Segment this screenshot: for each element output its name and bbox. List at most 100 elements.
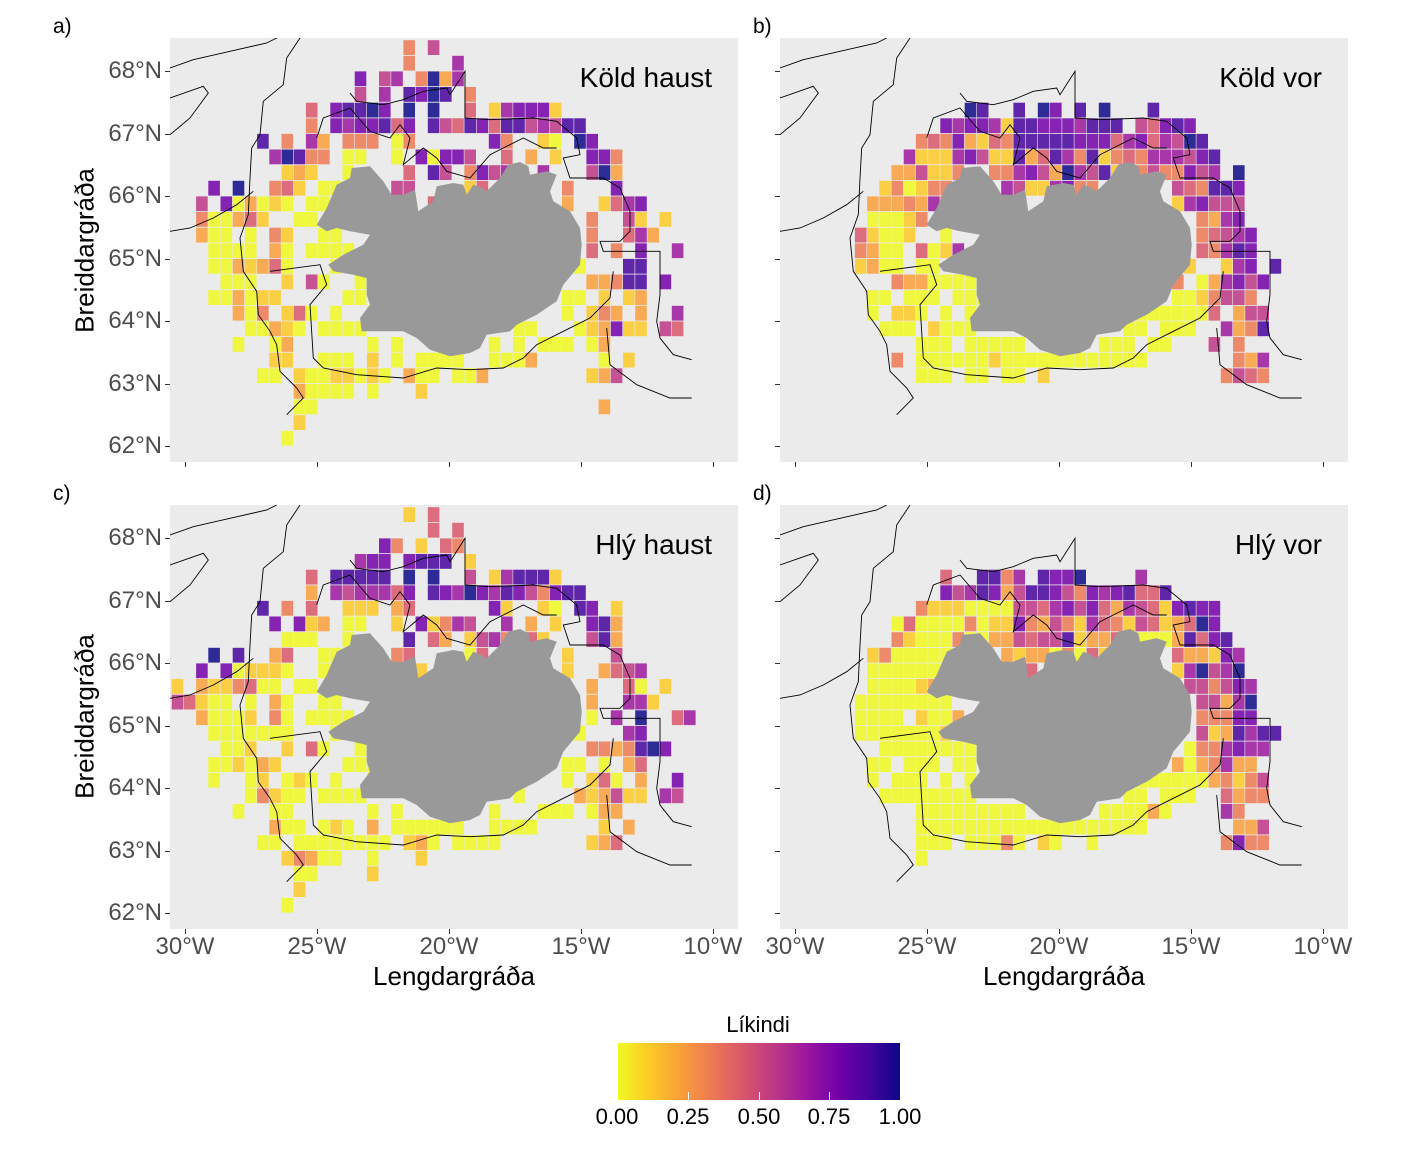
- heat-cell: [1123, 616, 1135, 632]
- heat-cell: [964, 352, 977, 368]
- heat-cell: [891, 616, 904, 632]
- heat-cell: [915, 819, 928, 835]
- heat-cell: [891, 258, 904, 274]
- heat-cell: [598, 632, 611, 647]
- heat-cell: [1184, 118, 1196, 134]
- heat-cell: [1233, 710, 1245, 726]
- heat-cell: [1001, 352, 1013, 368]
- heat-cell: [1233, 352, 1245, 368]
- heat-cell: [440, 585, 452, 601]
- heat-cell: [1098, 352, 1111, 368]
- heat-cell: [1037, 102, 1050, 118]
- heat-cell: [476, 165, 489, 180]
- heat-cell: [1159, 600, 1172, 616]
- heat-cell: [635, 196, 647, 212]
- heat-cell: [940, 694, 952, 710]
- heat-cell: [232, 725, 245, 741]
- heat-cell: [269, 149, 281, 165]
- heat-cell: [1220, 804, 1233, 819]
- heat-cell: [427, 368, 440, 384]
- heat-cell: [244, 694, 257, 710]
- heat-cell: [1123, 337, 1135, 352]
- heat-cell: [305, 710, 318, 726]
- heat-cell: [1135, 149, 1147, 165]
- heat-cell: [635, 788, 647, 804]
- heat-cell: [342, 585, 355, 601]
- depth-contour: [269, 731, 614, 846]
- heat-cell: [586, 227, 598, 243]
- heat-cell: [940, 305, 952, 321]
- heat-cell: [1074, 149, 1086, 165]
- y-tick-label: 66°N: [108, 182, 162, 209]
- heat-cell: [1111, 804, 1123, 819]
- heat-cell: [1013, 165, 1025, 180]
- heat-cell: [208, 290, 220, 305]
- heat-cell: [1184, 616, 1196, 632]
- heat-cell: [1233, 258, 1245, 274]
- heat-cell: [537, 600, 550, 616]
- heat-cell: [940, 616, 952, 632]
- heat-cell: [232, 679, 245, 694]
- heat-cell: [1208, 694, 1221, 710]
- heat-cell: [403, 118, 415, 134]
- heat-cell: [391, 647, 403, 663]
- heat-cell: [928, 616, 940, 632]
- heat-cell: [598, 321, 611, 337]
- heat-cell: [598, 663, 611, 679]
- heat-cell: [269, 227, 281, 243]
- heat-cell: [1184, 165, 1196, 180]
- heat-cell: [1245, 321, 1257, 337]
- heat-cell: [269, 337, 281, 352]
- x-tick-label: 30°W: [765, 933, 825, 960]
- heat-cell: [867, 305, 879, 321]
- heat-cell: [1233, 274, 1245, 290]
- heat-cell: [391, 538, 403, 554]
- heat-cell: [915, 804, 928, 819]
- heat-cell: [440, 87, 452, 102]
- heat-cell: [647, 741, 659, 757]
- heat-cell: [903, 321, 916, 337]
- heat-cell: [269, 725, 281, 741]
- heat-cell: [366, 866, 379, 882]
- heat-cell: [403, 554, 415, 569]
- heat-cell: [501, 102, 513, 118]
- heat-cell: [1135, 632, 1147, 647]
- heat-cell: [623, 694, 635, 710]
- heat-cell: [671, 772, 684, 788]
- heat-cell: [1135, 165, 1147, 180]
- heat-cell: [891, 772, 904, 788]
- heat-cell: [1159, 149, 1172, 165]
- heat-cell: [501, 118, 513, 134]
- heat-cell: [464, 165, 476, 180]
- heat-cell: [354, 102, 367, 118]
- heat-cell: [903, 788, 916, 804]
- heat-cell: [1159, 133, 1172, 149]
- heat-cell: [915, 647, 928, 663]
- heat-cell: [391, 616, 403, 632]
- heat-cell: [232, 647, 245, 663]
- heat-cell: [257, 321, 269, 337]
- heat-cell: [1086, 632, 1099, 647]
- heat-cell: [915, 757, 928, 772]
- y-tickmark: [775, 258, 780, 260]
- x-tickmark: [1323, 462, 1324, 467]
- heat-cell: [1050, 569, 1062, 585]
- heat-cell: [586, 212, 598, 227]
- heat-cell: [391, 118, 403, 134]
- heat-cell: [964, 274, 977, 290]
- heat-cell: [940, 149, 952, 165]
- heat-cell: [903, 632, 916, 647]
- heat-cell: [1172, 647, 1184, 663]
- heat-cell: [549, 804, 562, 819]
- heat-cell: [1245, 694, 1257, 710]
- heat-cell: [1135, 804, 1147, 819]
- heat-cell: [610, 663, 623, 679]
- heat-cell: [928, 258, 940, 274]
- heat-cell: [1184, 772, 1196, 788]
- heat-cell: [1208, 772, 1221, 788]
- heat-cell: [1184, 788, 1196, 804]
- heat-cell: [976, 819, 989, 835]
- heat-cell: [1233, 804, 1245, 819]
- heat-cell: [928, 757, 940, 772]
- heat-cell: [952, 321, 965, 337]
